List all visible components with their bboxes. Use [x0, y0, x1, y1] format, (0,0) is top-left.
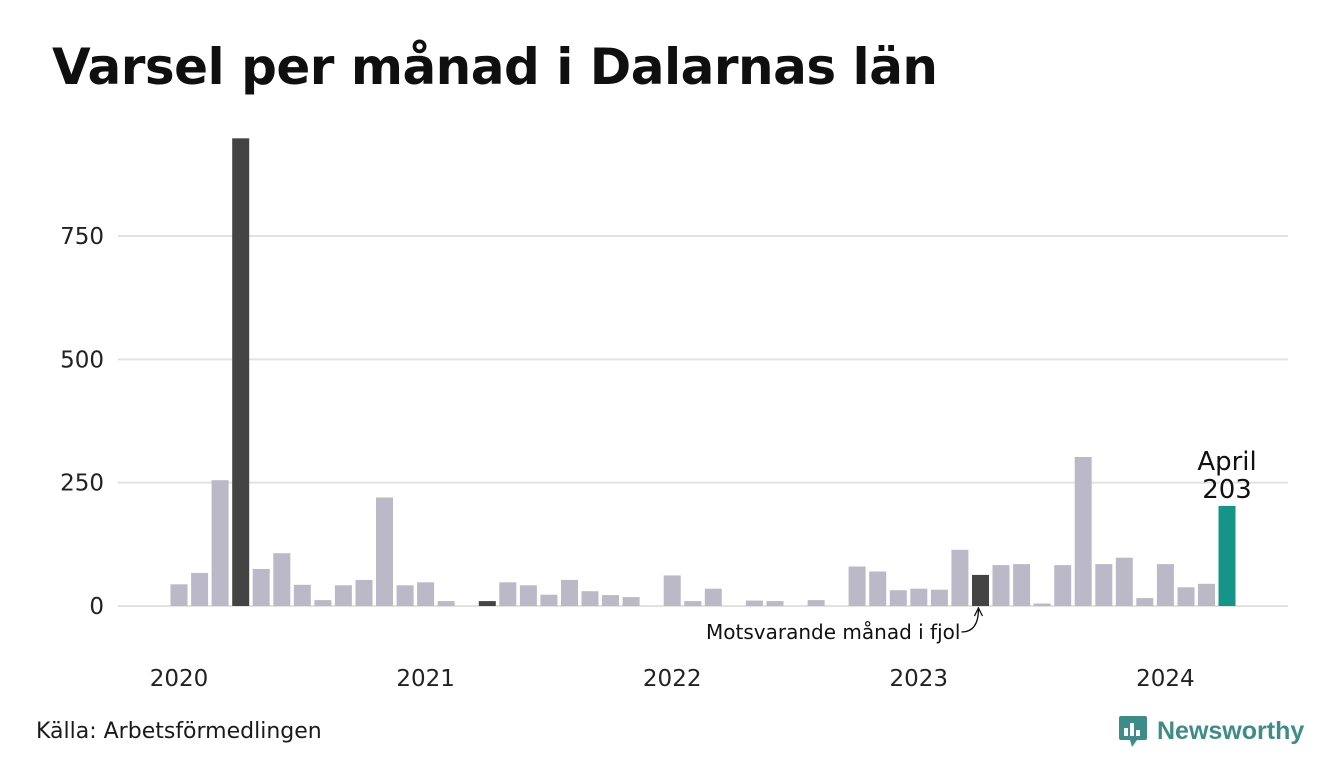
bar-2023-09: [1074, 457, 1092, 606]
brand-name: Newsworthy: [1157, 716, 1305, 745]
bar-2021-08: [561, 579, 578, 606]
bar-2023-01: [910, 588, 928, 606]
current-month-label: April: [1197, 447, 1256, 477]
bar-2022-11: [869, 571, 887, 606]
bar-2020-03: [211, 480, 229, 606]
bar-2022-02: [684, 601, 702, 606]
bar-2023-07: [1033, 603, 1051, 606]
bar-2021-01: [417, 582, 435, 606]
bar-2021-04: [478, 601, 496, 606]
bar-2021-06: [519, 585, 537, 606]
bar-2021-07: [540, 594, 558, 606]
bar-2020-07: [293, 584, 311, 606]
bar-2020-10: [355, 579, 373, 606]
annotation-label: Motsvarande månad i fjol: [706, 620, 960, 644]
bar-2021-09: [581, 591, 599, 606]
y-tick-label: 750: [60, 224, 104, 250]
bar-2020-05: [252, 569, 270, 606]
bar-2024-04: [1218, 505, 1236, 606]
bar-2024-03: [1198, 583, 1215, 606]
bar-2023-08: [1054, 565, 1072, 606]
bar-2023-02: [930, 589, 948, 606]
x-tick-label: 2024: [1136, 666, 1195, 692]
y-tick-label: 500: [60, 347, 104, 373]
annotation-arrow: [961, 608, 980, 633]
bar-2020-11: [376, 497, 393, 606]
x-tick-label: 2023: [890, 666, 949, 692]
current-value-label: 203: [1202, 475, 1252, 505]
y-tick-label: 0: [89, 594, 104, 620]
source-note: Källa: Arbetsförmedlingen: [36, 719, 322, 744]
bar-2023-03: [951, 549, 969, 606]
bar-2022-05: [745, 600, 763, 606]
y-axis-tick-labels: 0 250 500 750: [60, 224, 104, 620]
bar-2020-08: [314, 600, 332, 606]
bar-2024-02: [1177, 587, 1195, 606]
grid-lines: [118, 235, 1288, 607]
x-axis-tick-labels: 2020 2021 2022 2023 2024: [150, 666, 1195, 692]
bar-2020-09: [334, 585, 352, 606]
annotation-arrowhead: [973, 606, 984, 617]
bar-2022-01: [663, 575, 681, 606]
bar-2022-10: [848, 566, 866, 606]
bar-2023-05: [992, 565, 1010, 606]
bars: [170, 138, 1236, 607]
bar-2022-06: [766, 601, 784, 606]
bar-2023-11: [1115, 557, 1133, 606]
bar-2021-02: [437, 601, 455, 606]
bar-2020-01: [170, 584, 188, 606]
chart-title: Varsel per månad i Dalarnas län: [52, 38, 938, 96]
brand[interactable]: Newsworthy: [1118, 714, 1304, 748]
x-tick-label: 2020: [150, 666, 209, 692]
bar-2023-10: [1095, 564, 1113, 606]
bar-2021-11: [622, 597, 640, 606]
bar-2020-06: [273, 553, 291, 606]
bar-2023-04: [972, 574, 989, 606]
bar-2021-05: [499, 582, 517, 606]
bar-2022-03: [704, 588, 722, 606]
bar-2024-01: [1156, 564, 1174, 606]
x-tick-label: 2021: [396, 666, 455, 692]
bar-2022-12: [889, 590, 907, 606]
bar-2020-04: [232, 138, 250, 607]
bar-2020-02: [191, 572, 209, 606]
bar-2022-08: [807, 600, 825, 606]
bar-2023-12: [1136, 598, 1154, 606]
x-tick-label: 2022: [643, 666, 702, 692]
bar-2023-06: [1013, 564, 1031, 606]
newsworthy-logo-icon: [1119, 716, 1147, 747]
bar-2021-10: [602, 595, 619, 606]
y-tick-label: 250: [60, 471, 104, 497]
bar-2020-12: [396, 585, 414, 606]
